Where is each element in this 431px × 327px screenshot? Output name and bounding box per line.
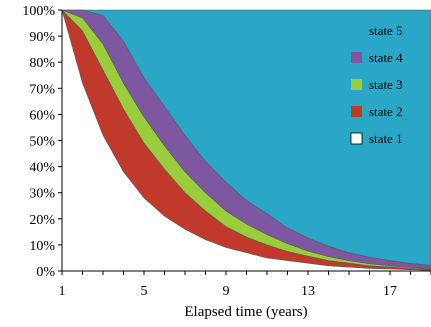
area-layer [61,9,431,271]
y-tick-label: 60% [29,108,55,123]
area-state-5 [62,9,431,266]
y-tick-label: 40% [29,161,55,176]
x-tick-label: 1 [59,284,66,299]
y-tick-label: 90% [29,30,55,45]
y-tick-label: 0% [36,265,55,280]
y-axis-ticks: 0% 10% 20% 30% 40% 50% 60% 70% 80% 90% 100% [22,4,62,280]
y-tick-label: 100% [22,4,55,19]
legend-swatch-state-2 [351,106,362,117]
area-state-1 [62,10,431,271]
x-tick-label: 13 [301,284,315,299]
y-tick-label: 70% [29,82,55,97]
y-tick-label: 80% [29,56,55,71]
y-tick-label: 20% [29,213,55,228]
legend-swatch-state-1 [350,132,363,145]
legend-label-state-5: state 5 [369,23,403,38]
y-tick-label: 30% [29,187,55,202]
legend-label-state-3: state 3 [369,77,403,92]
legend-label-state-1: state 1 [369,131,403,146]
x-axis-title: Elapsed time (years) [184,304,307,320]
legend-label-state-2: state 2 [369,104,403,119]
legend-swatch-state-3 [351,79,362,90]
legend-swatch-state-4 [351,52,362,63]
x-tick-label: 5 [141,284,148,299]
legend-swatch-state-5 [351,25,362,36]
x-axis-ticks: 1 5 9 13 17 [59,271,431,299]
x-tick-label: 17 [383,284,397,299]
y-tick-label: 10% [29,239,55,254]
legend: state 5 state 4 state 3 state 2 state 1 [350,23,403,146]
y-tick-label: 50% [29,135,55,150]
legend-label-state-4: state 4 [369,50,403,65]
x-tick-label: 9 [223,284,230,299]
